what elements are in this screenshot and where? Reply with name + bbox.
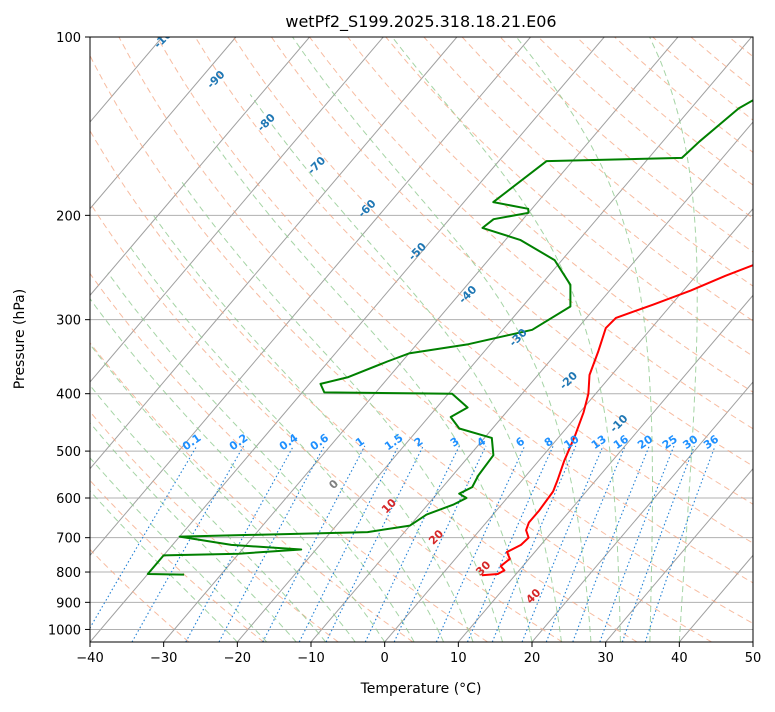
x-tick-label: 50 <box>745 651 762 666</box>
x-tick-label: 40 <box>671 651 688 666</box>
x-axis-label: Temperature (°C) <box>360 681 482 697</box>
x-tick-label: 0 <box>381 651 389 666</box>
y-tick-label: 200 <box>56 209 81 224</box>
y-tick-label: 700 <box>56 532 81 547</box>
x-tick-label: 20 <box>524 651 541 666</box>
y-tick-label: 900 <box>56 596 81 611</box>
chart-title: wetPf2_S199.2025.318.18.21.E06 <box>285 12 556 32</box>
x-tick-label: −20 <box>224 651 251 666</box>
y-tick-label: 600 <box>56 492 81 507</box>
x-tick-label: 10 <box>450 651 467 666</box>
y-tick-label: 300 <box>56 314 81 329</box>
x-tick-label: −30 <box>150 651 177 666</box>
y-tick-label: 1000 <box>48 623 81 638</box>
y-axis-label: Pressure (hPa) <box>12 289 28 389</box>
x-tick-label: −40 <box>76 651 103 666</box>
x-tick-label: −10 <box>297 651 324 666</box>
y-tick-label: 800 <box>56 566 81 581</box>
y-tick-label: 100 <box>56 31 81 46</box>
y-tick-label: 500 <box>56 445 81 460</box>
plot-background <box>90 37 753 642</box>
y-tick-label: 400 <box>56 388 81 403</box>
x-tick-label: 30 <box>597 651 614 666</box>
